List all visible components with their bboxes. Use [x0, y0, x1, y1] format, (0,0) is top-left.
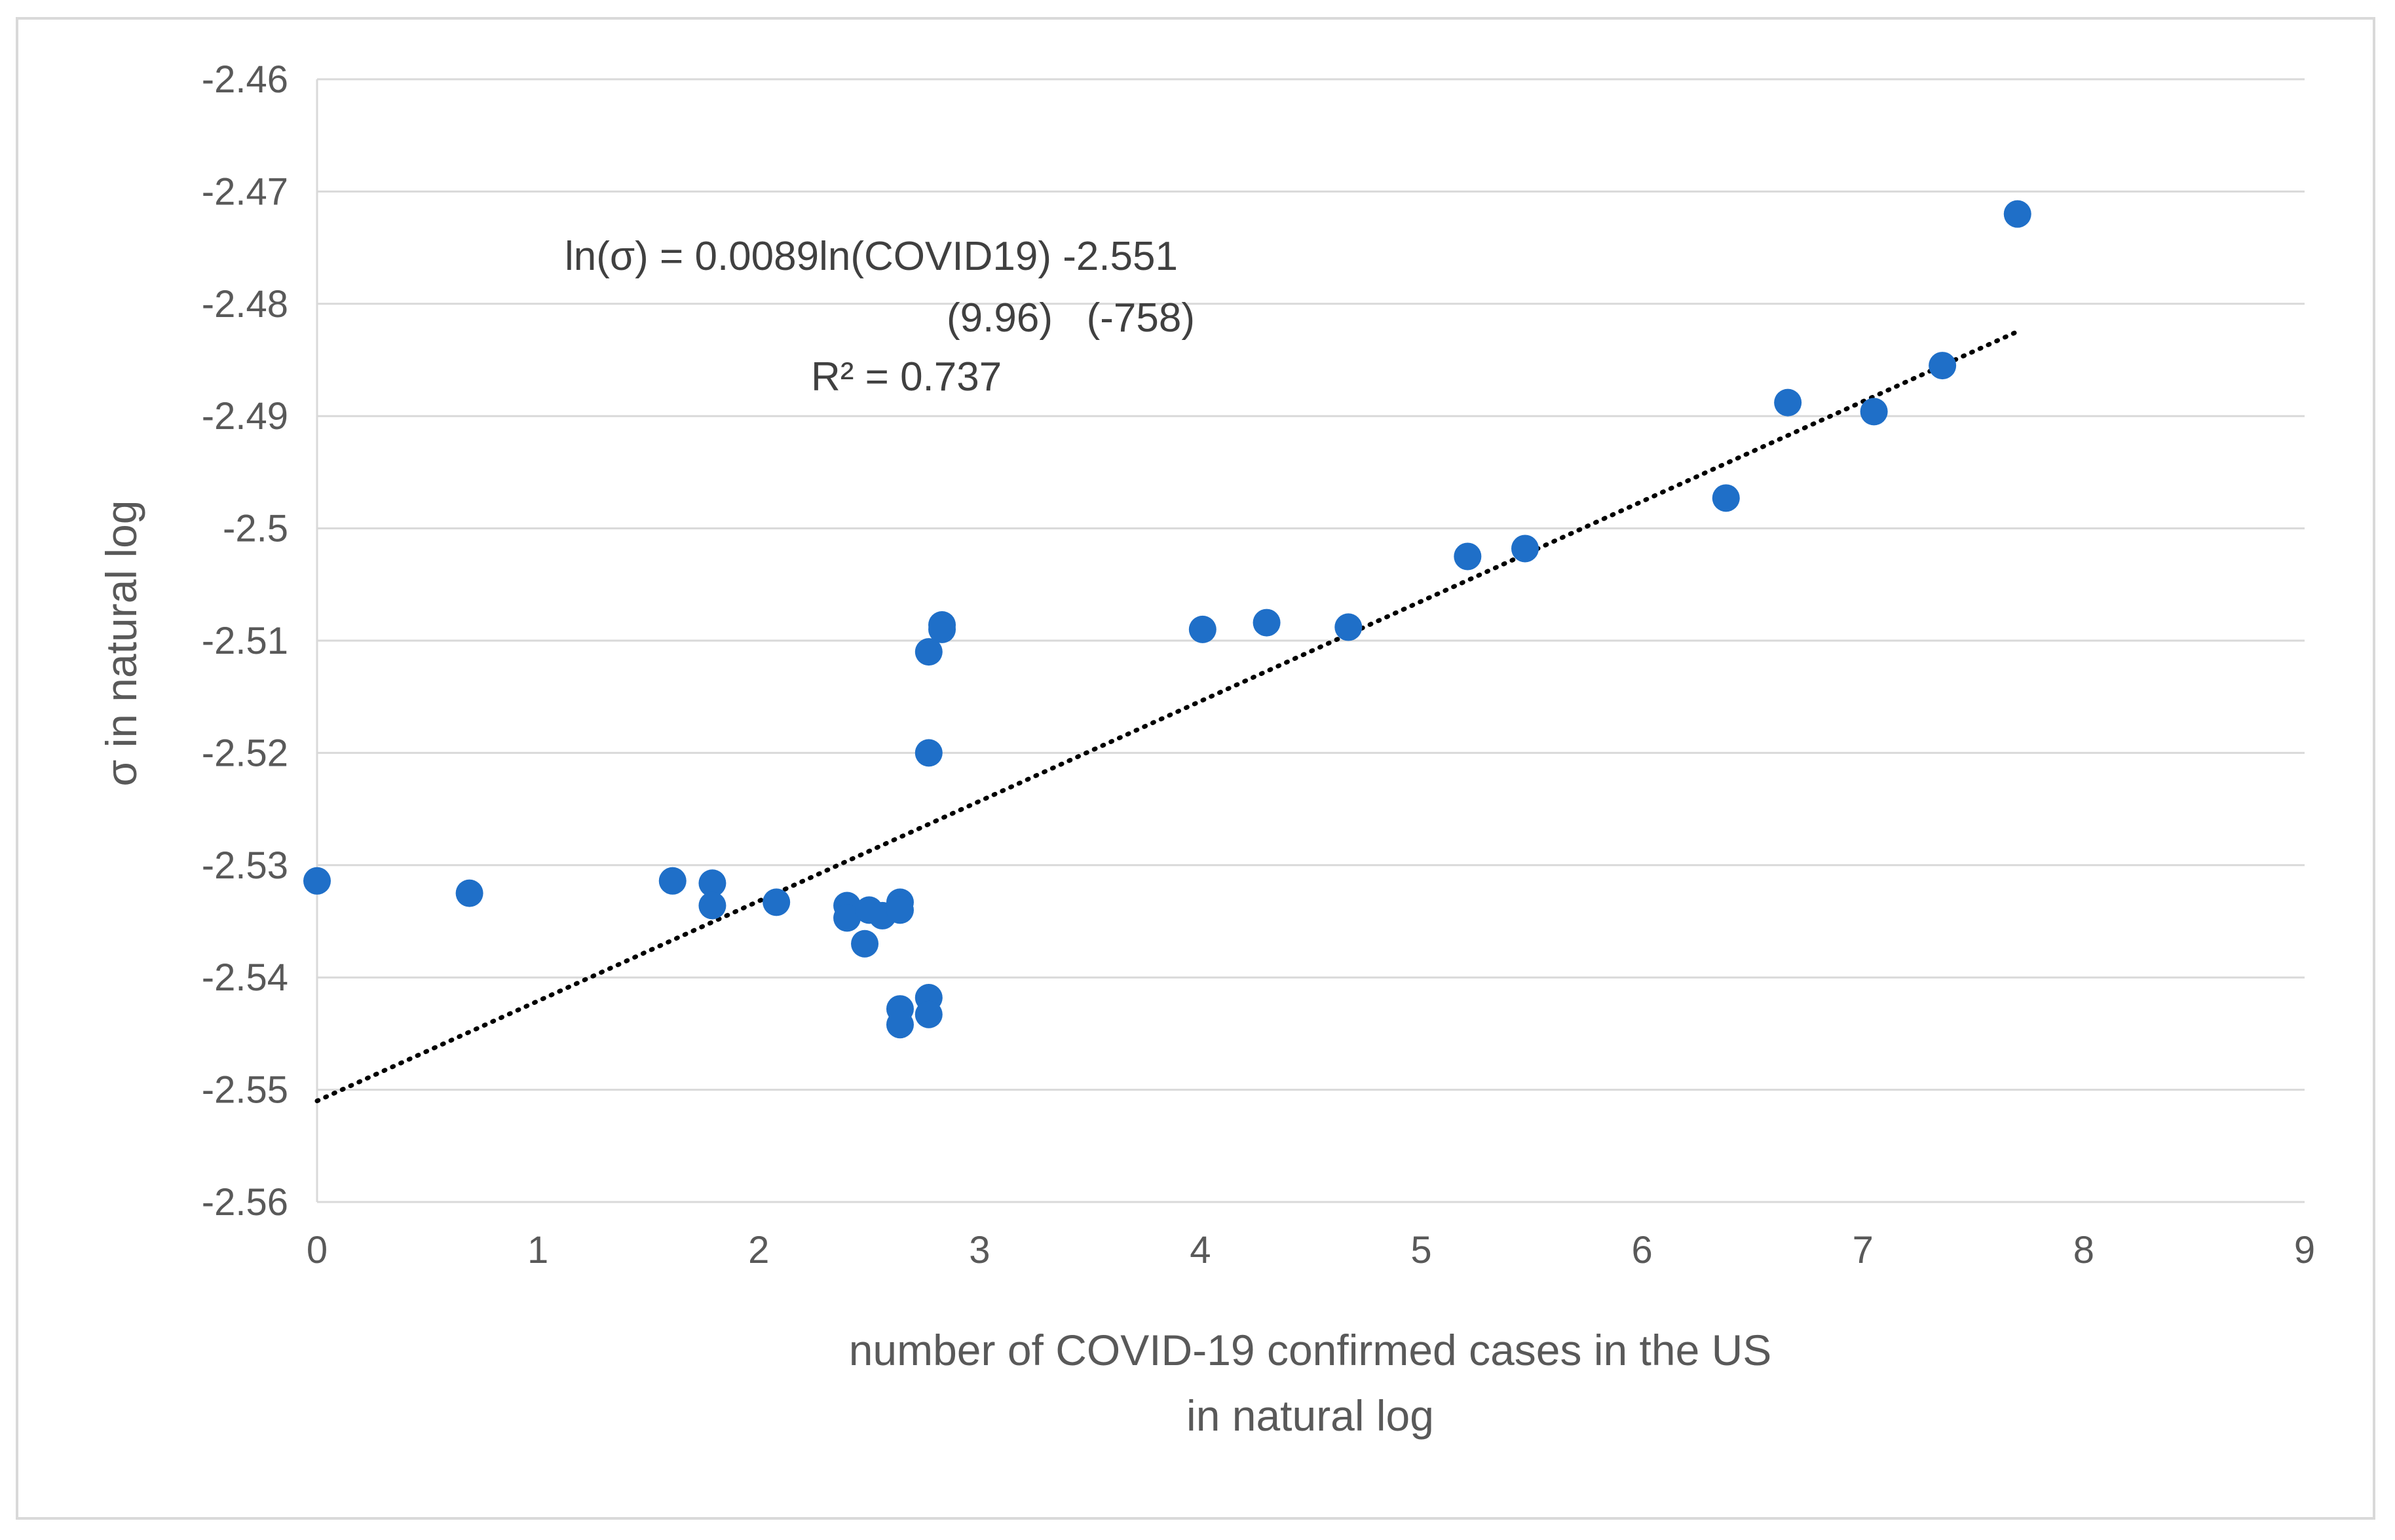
data-point — [763, 888, 791, 916]
r-squared-annotation: R² = 0.737 — [811, 354, 1002, 400]
data-point — [915, 739, 943, 767]
x-tick-label: 9 — [2294, 1229, 2315, 1271]
data-point — [455, 879, 483, 907]
data-point — [915, 638, 943, 666]
x-tick-label: 8 — [2073, 1229, 2094, 1271]
data-point — [1712, 484, 1740, 512]
data-point — [1253, 609, 1281, 637]
data-point — [698, 869, 726, 897]
y-tick-label: -2.49 — [202, 395, 288, 438]
y-tick-labels: -2.46 -2.47 -2.48 -2.49 -2.5 -2.51 -2.52 -2.53 -… — [202, 58, 288, 1224]
data-point — [833, 904, 861, 932]
data-point — [928, 615, 956, 643]
y-tick-label: -2.54 — [202, 956, 288, 999]
x-tick-label: 4 — [1190, 1229, 1211, 1271]
data-point — [1188, 615, 1216, 643]
y-tick-label: -2.56 — [202, 1181, 288, 1224]
data-point — [886, 1011, 914, 1039]
y-tick-label: -2.46 — [202, 58, 288, 101]
data-point — [851, 930, 879, 958]
x-tick-labels: 0 1 2 3 4 5 6 7 8 9 — [307, 1229, 2315, 1271]
trendline — [314, 329, 2020, 1104]
x-axis-title-line-2: in natural log — [1186, 1391, 1434, 1440]
data-point — [2003, 200, 2031, 228]
x-tick-label: 5 — [1410, 1229, 1431, 1271]
x-tick-label: 3 — [969, 1229, 990, 1271]
y-tick-label: -2.48 — [202, 283, 288, 326]
y-tick-label: -2.47 — [202, 170, 288, 213]
y-axis-title: σ in natural log — [97, 500, 145, 787]
data-point — [1454, 542, 1482, 571]
data-point — [658, 867, 687, 895]
data-point — [698, 892, 726, 920]
gridlines — [317, 78, 2305, 1091]
y-tick-label: -2.52 — [202, 732, 288, 774]
data-point — [1860, 398, 1888, 426]
x-tick-label: 2 — [748, 1229, 769, 1271]
data-point — [1511, 535, 1539, 563]
t-stats-annotation: (9.96) (-758) — [947, 295, 1195, 341]
data-point — [886, 896, 914, 924]
y-tick-label: -2.55 — [202, 1069, 288, 1112]
chart-frame — [16, 17, 2375, 1520]
data-point — [1929, 352, 1957, 380]
data-point — [1334, 613, 1363, 641]
equation-annotation: ln(σ) = 0.0089ln(COVID19) -2.551 — [565, 234, 1178, 279]
y-tick-label: -2.5 — [223, 508, 288, 550]
data-point — [303, 867, 331, 895]
data-point — [915, 1000, 943, 1028]
data-points — [303, 200, 2031, 1039]
y-tick-label: -2.51 — [202, 620, 288, 662]
x-axis-title-line-1: number of COVID-19 confirmed cases in th… — [849, 1326, 1772, 1374]
x-tick-label: 1 — [527, 1229, 548, 1271]
x-tick-label: 7 — [1853, 1229, 1874, 1271]
y-tick-label: -2.53 — [202, 844, 288, 887]
data-point — [1774, 388, 1802, 417]
x-tick-label: 6 — [1632, 1229, 1653, 1271]
x-tick-label: 0 — [307, 1229, 328, 1271]
